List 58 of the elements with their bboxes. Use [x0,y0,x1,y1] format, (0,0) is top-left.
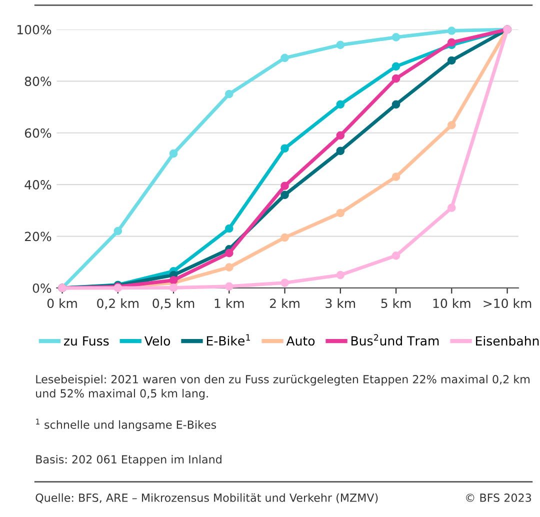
x-tick-label: 10 km [433,298,470,308]
point [280,144,289,153]
point [336,208,345,218]
point [224,90,234,98]
text: $^{1}$ schnelle und langsame E-Bikes [36,418,216,432]
x-tick-label: >10 km [484,298,532,308]
legend-label: E-Bike$^{1}$ [206,334,250,346]
point [392,33,400,42]
point [447,120,456,130]
point [336,146,345,156]
y-tick-label: 60% [24,128,52,138]
point [169,284,178,292]
text: © BFS 2023 [466,494,532,502]
point [447,204,456,212]
point [224,224,234,233]
point [114,226,122,236]
point [336,100,345,109]
x-tick-label: 1 km [214,298,244,308]
x-tick-label: 3 km [326,298,356,308]
point [392,172,400,181]
point [392,100,400,109]
point [447,56,456,65]
point [224,282,234,291]
legend-label: Bus$^{2}$und Tram [351,334,439,346]
source-note: Quelle: BFS, ARE – Mikrozensus Mobilität und Verkehr (MZMV) [36,493,378,504]
point [280,190,289,200]
point [169,276,178,284]
point [447,38,456,47]
y-tick-label: 100% [17,24,52,34]
legend-label: Velo [144,336,170,346]
legend-label: Auto [286,336,315,346]
y-tick-label: 0% [32,283,52,293]
point [280,233,289,242]
y-tick-label: 40% [24,180,52,190]
point [392,251,400,260]
point [280,182,289,190]
point [280,54,289,62]
x-tick-label: 0 km [47,298,77,308]
point [280,278,289,287]
legend-label: zu Fuss [64,336,109,346]
x-tick-label: 0,2 km [97,298,138,310]
point [392,62,400,71]
point [447,26,456,35]
point [336,131,345,140]
text: Basis: 202 061 Etappen im Inland [36,454,222,466]
x-tick-label: 0,5 km [152,298,194,310]
text: Lesebeispiel: 2021 waren von den zu Fuss zurückgelegten Etappen 22% maximal 0,2 km und 52% maximal 0,5 km lang. [36,374,530,400]
point [336,40,345,50]
x-tick-label: 5 km [381,298,411,308]
legend-label: Eisenbahn [476,336,539,346]
y-tick-label: 80% [24,76,52,86]
point [224,263,234,272]
y-tick-label: 20% [24,232,52,242]
point [336,270,345,280]
point [169,149,178,158]
x-tick-label: 2 km [270,298,300,308]
point [224,248,234,258]
point [392,74,400,83]
